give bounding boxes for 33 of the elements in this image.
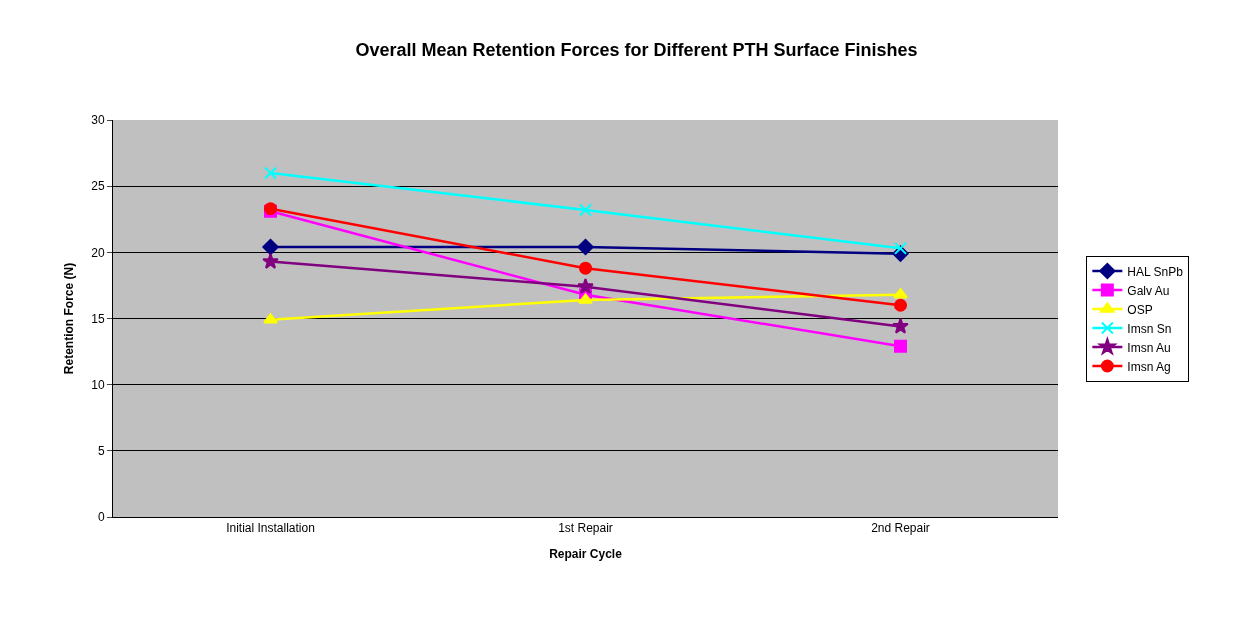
legend-label: Imsn Sn — [1127, 321, 1172, 336]
point — [262, 238, 279, 256]
y-tick-label: 20 — [91, 245, 105, 260]
y-tick-label: 30 — [91, 113, 105, 128]
legend-label: HAL SnPb — [1127, 264, 1184, 279]
point — [892, 317, 909, 334]
y-tick-label: 25 — [91, 179, 105, 194]
point — [578, 293, 593, 304]
point — [263, 313, 278, 324]
point — [893, 288, 908, 299]
x-tick-label: 1st Repair — [558, 521, 613, 536]
point — [894, 298, 907, 312]
y-tick-label: 0 — [97, 510, 105, 525]
point — [577, 278, 594, 294]
x-tick-label: 2nd Repair — [871, 521, 930, 536]
point — [264, 166, 277, 180]
y-tick-label: 15 — [91, 311, 105, 326]
y-tick-label: 10 — [91, 377, 105, 392]
point — [579, 261, 592, 275]
point — [894, 339, 907, 353]
point — [262, 252, 279, 269]
legend-label: OSP — [1127, 302, 1153, 317]
point — [894, 241, 907, 255]
x-tick-label: Initial Installation — [226, 521, 315, 536]
point — [577, 238, 594, 256]
legend-label: Imsn Ag — [1127, 359, 1171, 374]
x-axis-title: Repair Cycle — [549, 547, 623, 562]
chart-title: Overall Mean Retention Forces for Different PTH Surface Finishes — [355, 40, 918, 61]
point — [579, 203, 592, 217]
y-axis-title: Retention Force (N) — [61, 262, 76, 375]
y-tick-label: 5 — [97, 444, 105, 459]
legend-label: Galv Au — [1127, 283, 1170, 298]
legend-label: Imsn Au — [1127, 340, 1171, 355]
